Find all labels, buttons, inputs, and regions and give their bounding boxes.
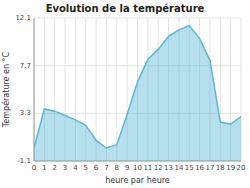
x-grid-line xyxy=(116,18,117,161)
y-tick-label: 7.7 xyxy=(20,62,31,70)
x-tick-label: 14 xyxy=(174,164,183,172)
y-tick-label: 12.1 xyxy=(15,14,31,22)
x-tick-label: 12 xyxy=(154,164,163,172)
x-tick-label: 4 xyxy=(73,164,78,172)
y-grid-line xyxy=(34,161,241,162)
x-tick-label: 3 xyxy=(63,164,67,172)
x-tick-label: 6 xyxy=(94,164,99,172)
x-tick-label: 8 xyxy=(115,164,119,172)
x-grid-line xyxy=(34,18,35,161)
x-tick-label: 19 xyxy=(226,164,235,172)
x-tick-label: 20 xyxy=(237,164,246,172)
x-tick-label: 10 xyxy=(133,164,142,172)
chart-svg: -1.13.37.712.101234567891011121314151617… xyxy=(0,0,250,188)
x-tick-label: 0 xyxy=(32,164,36,172)
y-tick-label: -1.1 xyxy=(17,157,31,165)
x-tick-label: 15 xyxy=(185,164,194,172)
x-tick-label: 13 xyxy=(164,164,173,172)
x-tick-label: 16 xyxy=(195,164,204,172)
x-axis-label: heure par heure xyxy=(105,176,170,185)
x-tick-label: 5 xyxy=(84,164,88,172)
y-axis-label: Température en °C xyxy=(1,51,11,128)
x-tick-label: 17 xyxy=(205,164,214,172)
x-tick-label: 1 xyxy=(42,164,46,172)
area-line xyxy=(34,26,241,148)
y-tick-label: 3.3 xyxy=(20,109,31,117)
area-fill xyxy=(34,26,241,161)
x-axis-line xyxy=(34,161,241,162)
x-tick-label: 7 xyxy=(104,164,108,172)
x-tick-label: 18 xyxy=(216,164,225,172)
plot-area xyxy=(34,26,241,161)
chart-title: Evolution de la température xyxy=(46,3,205,14)
x-grid-line xyxy=(106,18,107,161)
x-tick-label: 9 xyxy=(125,164,129,172)
x-tick-label: 11 xyxy=(143,164,152,172)
x-tick-label: 2 xyxy=(52,164,56,172)
y-axis-line xyxy=(34,18,35,161)
chart-container: -1.13.37.712.101234567891011121314151617… xyxy=(0,0,250,188)
